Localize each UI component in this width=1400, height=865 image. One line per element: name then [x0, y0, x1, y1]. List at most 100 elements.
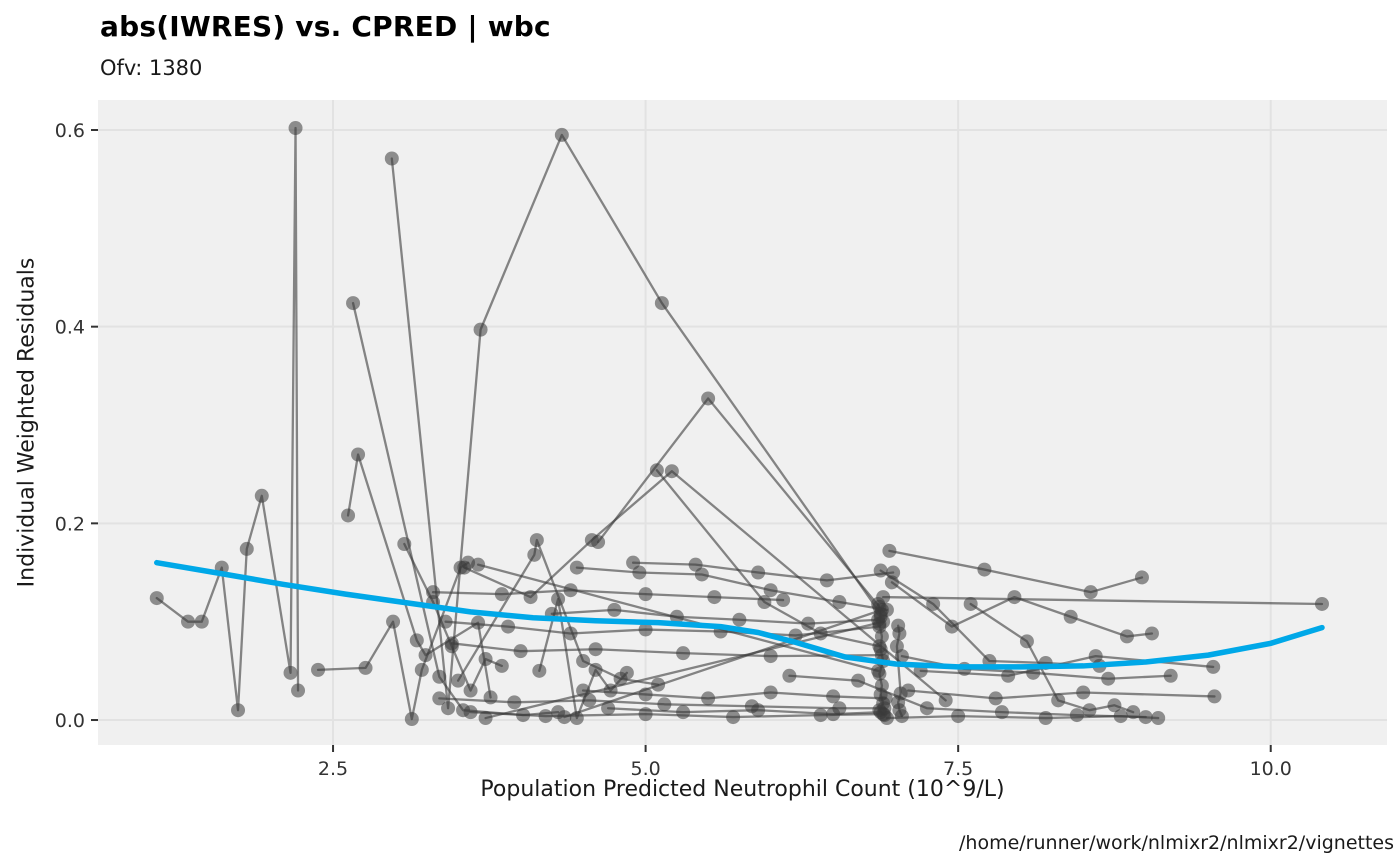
data-point	[732, 612, 747, 627]
data-point	[1151, 711, 1166, 726]
subject-line	[907, 689, 1216, 700]
plot-caption: /home/runner/work/nlmixr2/nlmixr2/vignet…	[959, 832, 1394, 854]
data-point	[938, 693, 953, 708]
data-point	[944, 619, 959, 634]
data-point	[763, 685, 778, 700]
data-point	[688, 557, 703, 572]
data-point	[874, 629, 889, 644]
x-tick-label: 10.0	[1250, 758, 1292, 780]
data-point	[513, 644, 528, 659]
data-point	[527, 547, 542, 562]
data-point	[231, 703, 246, 718]
data-point	[1107, 698, 1122, 713]
data-point	[463, 683, 478, 698]
x-tick-label: 7.5	[943, 758, 973, 780]
data-point	[311, 662, 326, 677]
data-point	[776, 593, 791, 608]
data-point	[426, 585, 441, 600]
data-point	[951, 709, 966, 724]
data-point	[874, 602, 889, 617]
data-point	[538, 709, 553, 724]
data-point	[451, 673, 466, 688]
data-point	[638, 587, 653, 602]
data-point	[584, 533, 599, 548]
data-point	[397, 536, 412, 551]
data-point	[441, 701, 456, 716]
data-point	[876, 590, 891, 605]
data-point	[894, 649, 909, 664]
data-point	[181, 614, 196, 629]
data-point	[649, 463, 664, 478]
data-point	[1038, 711, 1053, 726]
data-point	[873, 642, 888, 657]
data-point	[879, 711, 894, 726]
data-point	[607, 602, 622, 617]
data-point	[532, 663, 547, 678]
data-point	[751, 565, 766, 580]
y-tick-label: 0.6	[55, 120, 85, 142]
plot-panel	[98, 100, 1387, 745]
y-tick-label: 0.0	[55, 710, 85, 732]
data-point	[1119, 629, 1134, 644]
subject-line	[563, 608, 884, 719]
data-point	[878, 691, 893, 706]
data-point	[726, 710, 741, 725]
data-point	[384, 151, 399, 166]
data-point	[851, 673, 866, 688]
data-point	[876, 614, 891, 629]
subject-line	[788, 674, 1147, 719]
data-point	[404, 712, 419, 727]
data-point	[1069, 708, 1084, 723]
data-point	[657, 697, 672, 712]
data-point	[701, 691, 716, 706]
data-point	[1163, 668, 1178, 683]
data-point	[654, 296, 669, 311]
y-tick-label: 0.4	[55, 317, 85, 339]
subject-line	[882, 595, 1324, 606]
data-point	[1076, 685, 1091, 700]
x-axis-title: Population Predicted Neutrophil Count (1…	[480, 777, 1005, 802]
data-point	[283, 665, 298, 680]
data-point	[1314, 596, 1329, 611]
data-point	[1007, 590, 1022, 605]
data-point	[432, 691, 447, 706]
data-point	[457, 560, 472, 575]
data-point	[926, 596, 941, 611]
data-point	[1101, 671, 1116, 686]
data-point	[358, 660, 373, 675]
data-point	[386, 614, 401, 629]
data-point	[892, 626, 907, 641]
data-point	[701, 391, 716, 406]
data-point	[341, 508, 356, 523]
data-point	[409, 633, 424, 648]
x-tick-label: 5.0	[630, 758, 660, 780]
data-point	[901, 683, 916, 698]
data-point	[351, 447, 366, 462]
data-point	[438, 614, 453, 629]
plot-subtitle: Ofv: 1380	[100, 56, 203, 80]
data-point	[619, 665, 634, 680]
data-point	[501, 619, 516, 634]
data-point	[894, 709, 909, 724]
data-point	[1082, 703, 1097, 718]
data-point	[149, 591, 164, 606]
data-point	[1063, 609, 1078, 624]
data-point	[554, 127, 569, 142]
data-point	[494, 658, 509, 673]
data-point	[871, 663, 886, 678]
subject-line	[484, 620, 885, 720]
data-point	[757, 595, 772, 610]
data-point	[588, 642, 603, 657]
subject-line	[655, 469, 881, 648]
data-point	[569, 560, 584, 575]
data-point	[1051, 693, 1066, 708]
data-point	[507, 695, 522, 710]
data-point	[801, 616, 816, 631]
data-point	[1134, 570, 1149, 585]
data-point	[346, 296, 361, 311]
data-point	[444, 636, 459, 651]
data-point	[763, 649, 778, 664]
data-point	[994, 705, 1009, 720]
data-point	[1206, 659, 1221, 674]
